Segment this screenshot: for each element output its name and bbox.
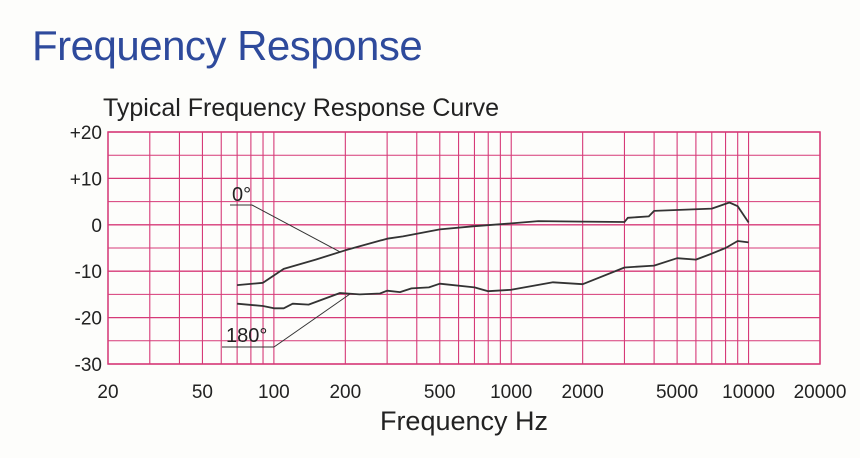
x-tick-label: 50 — [192, 382, 213, 403]
y-tick-label: -30 — [75, 355, 102, 376]
y-tick-label: -20 — [75, 309, 102, 330]
series-line-180deg — [237, 240, 749, 310]
series-line-0deg — [237, 201, 750, 286]
x-tick-label: 2000 — [562, 382, 604, 403]
plot-frame — [107, 131, 821, 365]
x-axis-label: Frequency Hz — [380, 406, 548, 436]
x-tick-label: 20 — [97, 382, 118, 403]
x-tick-label: 1000 — [490, 382, 532, 403]
chart-title: Typical Frequency Response Curve — [103, 94, 499, 122]
x-tick-label: 500 — [424, 382, 456, 403]
annotation-label: 0° — [232, 184, 251, 206]
annotation-label: 180° — [226, 325, 267, 347]
tick-labels: +20 +10 0 -10 -20 -30 20 50 100 200 500 1000 2000 500… — [70, 123, 847, 403]
page-title: Frequency Response — [32, 22, 423, 69]
y-tick-label: +10 — [70, 169, 102, 190]
annotation-leader-line — [251, 204, 341, 253]
y-tick-label: 0 — [91, 216, 102, 237]
y-tick-label: -10 — [75, 262, 102, 283]
annotation-leader-line — [273, 293, 351, 348]
x-tick-label: 5000 — [656, 382, 698, 403]
x-tick-label: 20000 — [794, 382, 847, 403]
series-lines — [237, 201, 750, 310]
y-tick-label: +20 — [70, 123, 102, 144]
annotations: 0° 180° — [222, 184, 351, 348]
x-tick-label: 10000 — [722, 382, 775, 403]
grid — [107, 131, 821, 365]
x-tick-label: 100 — [258, 382, 290, 403]
x-tick-label: 200 — [329, 382, 361, 403]
